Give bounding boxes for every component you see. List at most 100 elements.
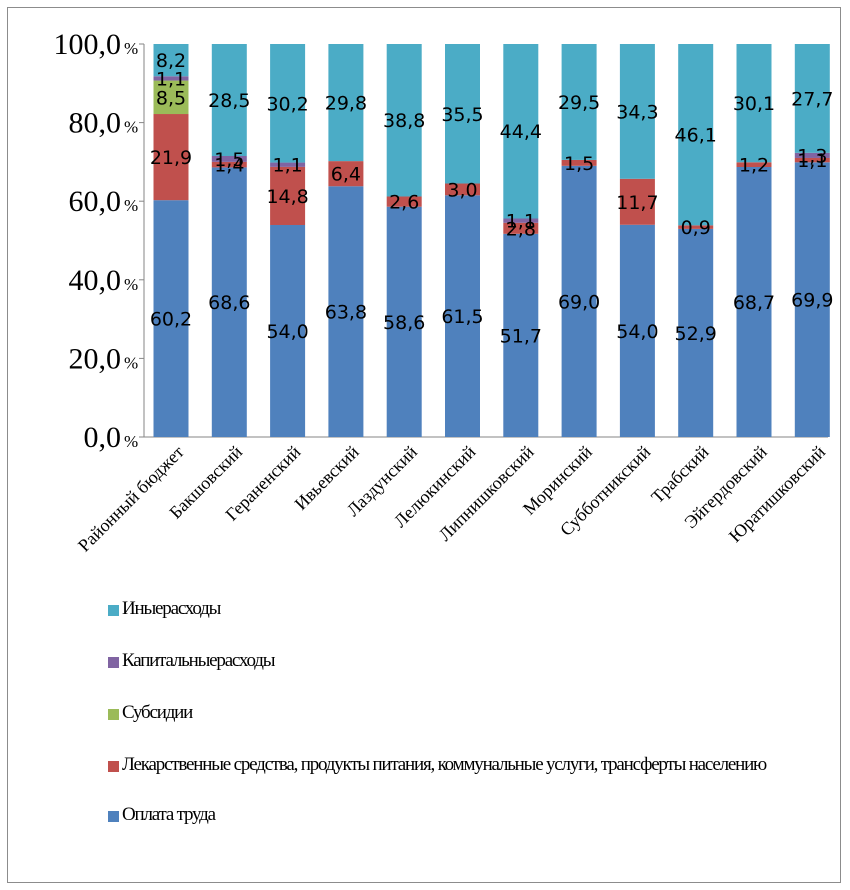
legend-label: Лекарственные средства, продукты питания… (122, 754, 767, 775)
y-tick-unit: % (124, 353, 138, 372)
data-label: 1,2 (739, 155, 769, 177)
bar-segment (211, 44, 247, 157)
data-label: 2,6 (389, 192, 419, 214)
x-tick-labels: Районный бюджетБакшовскийГераненскийИвье… (74, 441, 829, 555)
bar-segment (561, 44, 597, 160)
data-label: 51,7 (500, 325, 542, 347)
data-label: 0,9 (681, 217, 711, 239)
data-label: 69,9 (791, 290, 833, 312)
bar-segment (794, 162, 830, 437)
bar-segment (736, 167, 772, 437)
bar-segment (211, 167, 247, 438)
y-tick-label: 20,0 (69, 342, 122, 375)
data-label: 8,5 (156, 87, 186, 109)
bar-segment (386, 196, 422, 207)
bar-segment (270, 224, 306, 437)
data-label: 54,0 (616, 321, 658, 343)
bar-segment (736, 44, 772, 163)
bar-segment (794, 152, 830, 158)
legend-label: Оплата труда (122, 804, 216, 825)
bar-segment (445, 183, 480, 196)
data-label: 46,1 (675, 125, 717, 147)
data-label: 58,6 (383, 312, 425, 334)
data-label: 1,1 (156, 68, 186, 90)
bar-segment (678, 44, 714, 226)
bar-segment (153, 80, 189, 115)
data-label: 68,6 (208, 292, 250, 314)
legend-swatch (108, 605, 119, 616)
data-label: 34,3 (616, 101, 658, 123)
legend-swatch (108, 761, 119, 772)
bar-segment (211, 161, 247, 168)
data-label: 1,1 (797, 150, 827, 172)
data-label: 11,7 (616, 192, 658, 214)
bars (153, 44, 830, 438)
legend-swatch (108, 657, 119, 668)
y-tick-label: 40,0 (69, 264, 122, 297)
data-labels: 60,221,98,51,18,268,61,41,528,554,014,81… (150, 50, 834, 347)
bar-segment (211, 156, 247, 162)
data-label: 21,9 (150, 147, 192, 169)
y-tick-unit: % (124, 432, 138, 451)
data-label: 1,1 (506, 211, 536, 233)
bar-segment (503, 222, 539, 234)
data-label: 68,7 (733, 292, 775, 314)
bar-segment (561, 159, 597, 166)
data-label: 14,8 (266, 186, 308, 208)
legend-label: Субсидии (122, 702, 193, 723)
y-tick-unit: % (124, 275, 138, 294)
bar-segment (736, 162, 772, 168)
data-label: 1,3 (797, 145, 827, 167)
bar-segment (328, 44, 364, 162)
bar-segment (328, 186, 364, 437)
bar-segment (619, 44, 655, 179)
bar-segment (794, 157, 830, 163)
bar-segment (328, 161, 364, 187)
data-label: 29,8 (325, 93, 367, 115)
data-label: 1,1 (272, 155, 302, 177)
bar-segment (270, 162, 306, 167)
data-label: 38,8 (383, 110, 425, 132)
bar-segment (561, 165, 597, 437)
data-label: 61,5 (441, 306, 483, 328)
bar-segment (678, 225, 714, 229)
bar-segment (503, 233, 539, 437)
bar-segment (503, 218, 539, 223)
data-label: 29,5 (558, 92, 600, 114)
bar-segment (270, 44, 306, 163)
bar-segment (153, 114, 189, 201)
y-axis: 0,0 %20,0 %40,0 %60,0 %80,0 %100,0% (54, 28, 828, 454)
data-label: 27,7 (791, 88, 833, 110)
legend-swatch (108, 811, 119, 822)
chart-frame: 0,0% 20,0% 40,0% 60,0% 80,0% 100,0% 60,2 21,9 8… (7, 7, 841, 883)
bar-segment (153, 44, 189, 77)
legend-label: Иныерасходы (122, 598, 221, 619)
data-label: 30,2 (266, 93, 308, 115)
data-label: 30,1 (733, 93, 775, 115)
y-tick-label: 100,0 (54, 28, 122, 61)
bar-segment (503, 44, 539, 219)
bar-segment (794, 44, 830, 153)
legend-swatch (108, 709, 119, 720)
data-label: 44,4 (500, 121, 542, 143)
bar-segment (619, 224, 655, 437)
data-label: 1,4 (214, 155, 244, 177)
bar-segment (270, 166, 306, 225)
data-label: 28,5 (208, 90, 250, 112)
bar-segment (678, 228, 714, 437)
data-label: 2,8 (506, 218, 536, 240)
bar-segment (153, 76, 189, 81)
y-tick-unit: % (124, 118, 138, 137)
data-label: 69,0 (558, 291, 600, 313)
y-tick-label: 60,0 (69, 185, 122, 218)
stacked-bar-chart: 0,0 %20,0 %40,0 %60,0 %80,0 %100,0% 60,221,98… (54, 28, 834, 556)
bar-segment (445, 195, 480, 437)
bar-segment (386, 44, 422, 197)
data-label: 52,9 (675, 323, 717, 345)
data-label: 1,5 (564, 153, 594, 175)
data-label: 8,2 (156, 50, 186, 72)
bar-segment (153, 200, 189, 437)
y-tick-label: 80,0 (69, 107, 122, 140)
data-label: 54,0 (266, 321, 308, 343)
bar-segment (445, 44, 480, 184)
